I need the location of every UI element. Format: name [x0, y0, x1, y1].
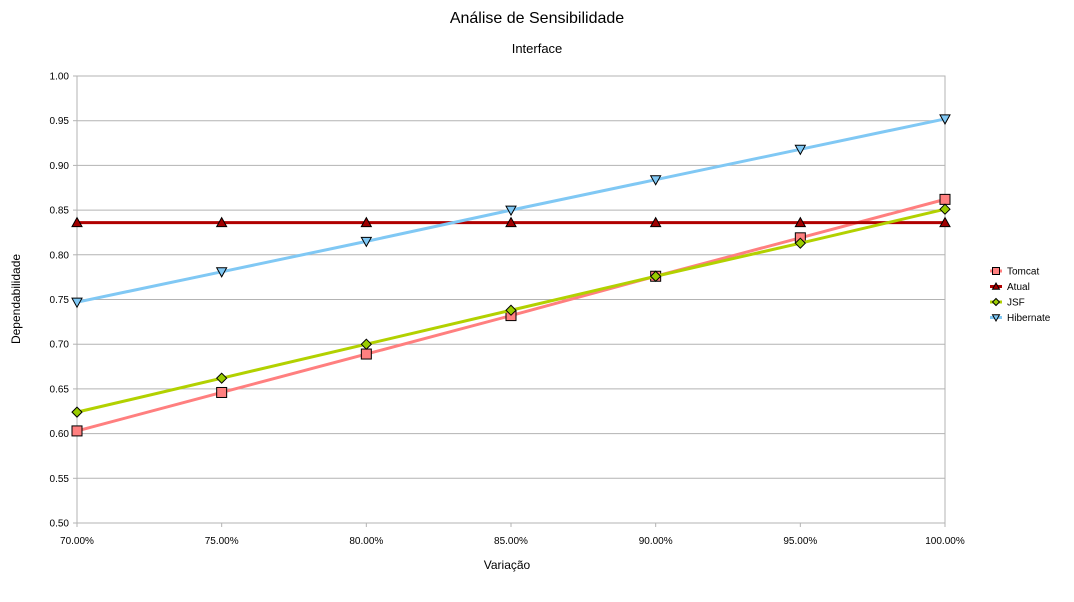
- legend-marker: [992, 267, 1000, 275]
- series-hibernate: [71, 114, 951, 309]
- data-point: [649, 216, 662, 228]
- data-point: [794, 237, 807, 249]
- data-point: [216, 386, 228, 398]
- data-point: [505, 216, 517, 228]
- legend-item-hibernate: Hibernate: [990, 313, 1051, 324]
- data-point: [794, 216, 807, 228]
- x-tick-label: 75.00%: [205, 536, 239, 547]
- x-tick-label: 90.00%: [639, 536, 673, 547]
- y-tick-label: 1.00: [50, 72, 70, 83]
- x-tick-label: 70.00%: [60, 536, 94, 547]
- axes: [73, 75, 946, 527]
- data-point: [360, 216, 373, 228]
- data-point: [939, 203, 951, 215]
- data-point: [215, 267, 228, 278]
- legend-label: Hibernate: [1007, 313, 1051, 324]
- y-tick-label: 0.50: [50, 519, 70, 530]
- legend: Tomcat Atual JSF Hibernate: [990, 267, 1051, 324]
- data-point: [71, 425, 83, 437]
- chart-title: Análise de Sensibilidade: [450, 10, 624, 27]
- data-point: [215, 216, 228, 228]
- data-point: [71, 406, 83, 418]
- y-tick-label: 0.70: [50, 340, 70, 351]
- data-point: [939, 216, 951, 228]
- data-point: [215, 372, 228, 384]
- data-point: [939, 193, 951, 205]
- y-tick-label: 0.85: [50, 206, 70, 217]
- x-tick-label: 95.00%: [783, 536, 817, 547]
- data-point: [649, 175, 662, 186]
- series-atual: [71, 216, 951, 228]
- legend-marker: [991, 297, 1001, 307]
- data-point: [360, 236, 373, 248]
- data-point: [71, 216, 83, 228]
- legend-label: JSF: [1007, 298, 1025, 309]
- data-point: [360, 338, 373, 350]
- data-point: [505, 205, 517, 217]
- x-axis-label: Variação: [484, 558, 531, 572]
- legend-marker: [991, 314, 1001, 323]
- data-point: [71, 297, 83, 309]
- legend-item-atual: Atual: [990, 281, 1030, 293]
- y-tick-label: 0.65: [50, 384, 70, 395]
- data-point: [794, 144, 807, 156]
- series-jsf: [71, 203, 951, 418]
- x-tick-label: 80.00%: [349, 536, 383, 547]
- data-point: [360, 348, 372, 360]
- data-point: [939, 114, 951, 125]
- legend-item-tomcat: Tomcat: [990, 267, 1039, 278]
- grid: [77, 75, 945, 524]
- data-point: [649, 270, 662, 282]
- y-axis-label: Dependabilidade: [9, 254, 23, 344]
- legend-marker: [991, 281, 1001, 290]
- x-tick-label: 85.00%: [494, 536, 528, 547]
- y-tick-label: 0.95: [50, 116, 70, 127]
- y-tick-label: 0.90: [50, 161, 70, 172]
- y-tick-label: 0.55: [50, 474, 70, 485]
- y-tick-label: 0.80: [50, 250, 70, 261]
- x-tick-label: 100.00%: [925, 536, 965, 547]
- y-tick-label: 0.60: [50, 429, 70, 440]
- chart-subtitle: Interface: [512, 41, 563, 56]
- legend-item-jsf: JSF: [990, 298, 1025, 309]
- legend-label: Tomcat: [1007, 267, 1039, 278]
- y-tick-label: 0.75: [50, 295, 70, 306]
- legend-label: Atual: [1007, 282, 1030, 293]
- series-layer: [71, 114, 951, 437]
- tick-labels: 0.50 0.55 0.60 0.65 0.70 0.75 0.80 0.85 0.90 0.95…: [50, 72, 965, 548]
- data-point: [505, 304, 517, 316]
